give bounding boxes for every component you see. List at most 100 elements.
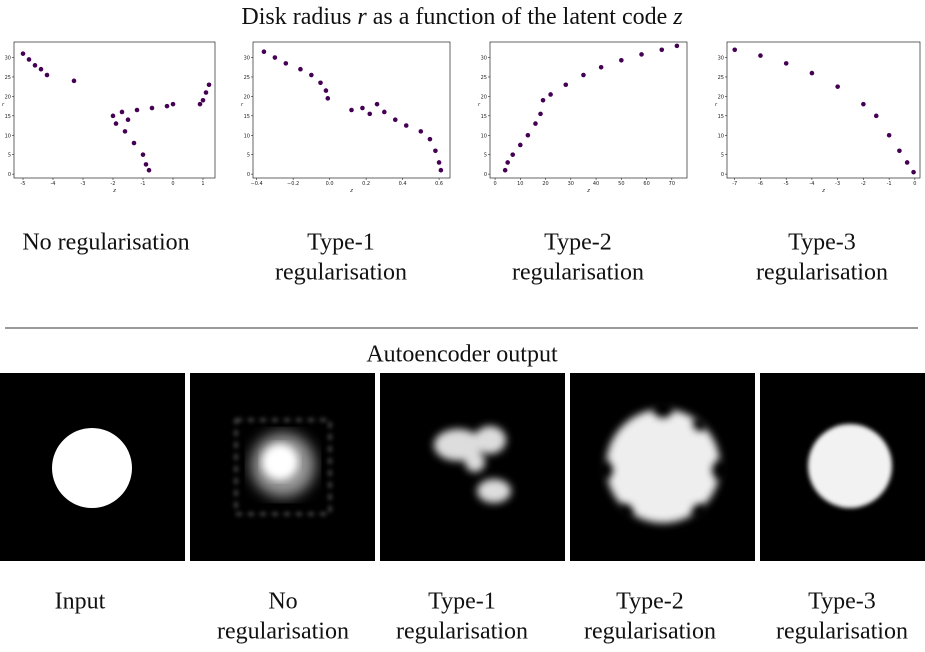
point bbox=[309, 72, 314, 78]
plot-frame bbox=[252, 41, 451, 179]
y-tick-label: 5 bbox=[484, 153, 487, 159]
caption: regularisation bbox=[217, 619, 349, 645]
y-tick-label: 0 bbox=[721, 172, 724, 178]
x-tick-label: 10 bbox=[517, 181, 523, 187]
point bbox=[131, 140, 137, 146]
point bbox=[261, 49, 267, 55]
x-tick-label: -6 bbox=[758, 181, 763, 187]
y-tick-label: 5 bbox=[721, 153, 724, 159]
y-tick-label: 30 bbox=[718, 56, 724, 62]
point bbox=[200, 97, 206, 103]
x-tick-label: 0.2 bbox=[362, 181, 370, 187]
caption: regularisation bbox=[512, 260, 644, 286]
x-tick-label: 0 bbox=[913, 181, 916, 187]
y-tick-label: 10 bbox=[244, 133, 250, 139]
y-tick-label: 5 bbox=[8, 153, 11, 159]
point bbox=[149, 105, 155, 111]
caption: No bbox=[268, 589, 297, 615]
point bbox=[298, 66, 303, 72]
y-tick-label: 25 bbox=[718, 75, 724, 81]
point bbox=[639, 52, 644, 57]
point bbox=[392, 117, 398, 123]
point bbox=[438, 167, 444, 173]
x-axis-label: z bbox=[112, 188, 116, 194]
point bbox=[374, 101, 380, 107]
caption: regularisation bbox=[396, 619, 528, 645]
y-tick-label: 0 bbox=[247, 172, 250, 178]
x-tick-label: -5 bbox=[21, 181, 26, 187]
point bbox=[904, 160, 910, 165]
point bbox=[403, 123, 409, 128]
point bbox=[563, 82, 569, 88]
point bbox=[367, 111, 373, 117]
y-tick-label: 20 bbox=[5, 94, 11, 100]
y-tick-label: 10 bbox=[481, 133, 487, 139]
y-tick-label: 0 bbox=[484, 172, 487, 178]
x-tick-label: -7 bbox=[732, 181, 737, 187]
point bbox=[581, 72, 586, 78]
point bbox=[119, 109, 125, 115]
caption: Type-2 bbox=[616, 589, 684, 615]
x-tick-label: -2 bbox=[111, 181, 116, 187]
point bbox=[272, 55, 278, 60]
x-tick-label: 0 bbox=[171, 181, 174, 187]
x-tick-label: 1 bbox=[201, 181, 204, 187]
point bbox=[143, 162, 149, 167]
point bbox=[140, 152, 146, 157]
point bbox=[38, 66, 44, 72]
point bbox=[323, 88, 329, 93]
y-tick-label: 30 bbox=[244, 56, 250, 62]
point bbox=[206, 82, 212, 88]
x-tick-label: 70 bbox=[669, 181, 675, 187]
point bbox=[26, 57, 32, 62]
caption: Type-3 bbox=[808, 589, 876, 615]
point bbox=[146, 167, 152, 173]
x-axis-label: z bbox=[586, 188, 590, 194]
point bbox=[835, 84, 840, 89]
y-axis-label: r bbox=[241, 102, 244, 108]
point bbox=[170, 101, 176, 107]
y-tick-label: 0 bbox=[8, 172, 11, 178]
point bbox=[71, 78, 77, 84]
point bbox=[360, 105, 365, 111]
x-tick-label: 50 bbox=[618, 181, 624, 187]
point bbox=[418, 129, 424, 134]
point bbox=[283, 61, 289, 66]
caption: Input bbox=[55, 589, 106, 615]
point bbox=[433, 148, 438, 154]
point bbox=[886, 132, 892, 138]
point bbox=[505, 160, 510, 165]
point bbox=[203, 90, 209, 95]
point bbox=[732, 47, 738, 53]
point bbox=[122, 129, 128, 134]
point bbox=[548, 92, 553, 97]
y-tick-label: 10 bbox=[718, 133, 724, 139]
x-tick-label: −0.2 bbox=[287, 181, 299, 187]
point bbox=[911, 169, 916, 175]
caption: regularisation bbox=[776, 619, 908, 645]
caption: No regularisation bbox=[22, 230, 189, 256]
y-tick-label: 25 bbox=[5, 75, 11, 81]
caption: Type-2 bbox=[544, 230, 612, 256]
image-type2 bbox=[570, 373, 755, 561]
plot-frame bbox=[726, 41, 921, 179]
plot-frame bbox=[13, 41, 216, 179]
x-tick-label: −0.4 bbox=[251, 181, 263, 187]
image-type1 bbox=[380, 373, 565, 561]
y-tick-label: 15 bbox=[718, 114, 724, 120]
y-tick-label: 30 bbox=[5, 56, 11, 62]
point bbox=[113, 121, 119, 126]
image-input bbox=[0, 373, 185, 561]
point bbox=[427, 136, 433, 142]
y-tick-label: 25 bbox=[481, 75, 487, 81]
figure-title: Disk radius r as a function of the laten… bbox=[241, 4, 683, 30]
x-tick-label: -4 bbox=[51, 181, 56, 187]
x-tick-label: -4 bbox=[809, 181, 814, 187]
x-tick-label: 20 bbox=[542, 181, 548, 187]
y-tick-label: 15 bbox=[244, 114, 250, 120]
point bbox=[197, 101, 203, 107]
point bbox=[510, 152, 516, 157]
y-axis-label: r bbox=[715, 102, 718, 108]
x-tick-label: 0.6 bbox=[435, 181, 443, 187]
